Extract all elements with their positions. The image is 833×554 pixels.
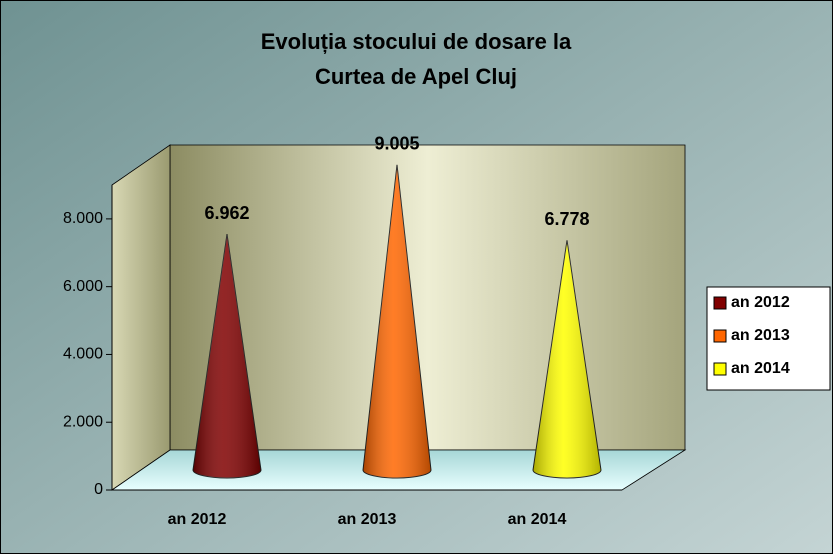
legend — [706, 286, 831, 391]
data-label: 6.962 — [204, 203, 249, 223]
cone-shade — [363, 164, 431, 478]
side-wall — [111, 144, 171, 491]
data-label: 6.778 — [544, 209, 589, 229]
legend-label: an 2013 — [731, 327, 790, 344]
x-tick-label: an 2014 — [508, 511, 567, 528]
y-tick-label: 8.000 — [63, 210, 103, 227]
x-tick-label: an 2013 — [338, 511, 397, 528]
cone-shade — [533, 240, 601, 478]
legend-label: an 2012 — [731, 294, 790, 311]
legend-swatch — [713, 362, 727, 376]
x-tick-label: an 2012 — [168, 511, 227, 528]
legend-swatch — [713, 329, 727, 343]
y-tick-label: 0 — [94, 481, 103, 498]
chart-title: Curtea de Apel Cluj — [315, 64, 517, 89]
data-label: 9.005 — [374, 134, 419, 154]
legend-label: an 2014 — [731, 360, 790, 377]
y-tick-label: 6.000 — [63, 278, 103, 295]
cone-shade — [193, 234, 261, 478]
y-tick-label: 4.000 — [63, 346, 103, 363]
y-tick-label: 2.000 — [63, 413, 103, 430]
chart-title: Evoluția stocului de dosare la — [261, 29, 572, 54]
legend-swatch — [713, 296, 727, 310]
